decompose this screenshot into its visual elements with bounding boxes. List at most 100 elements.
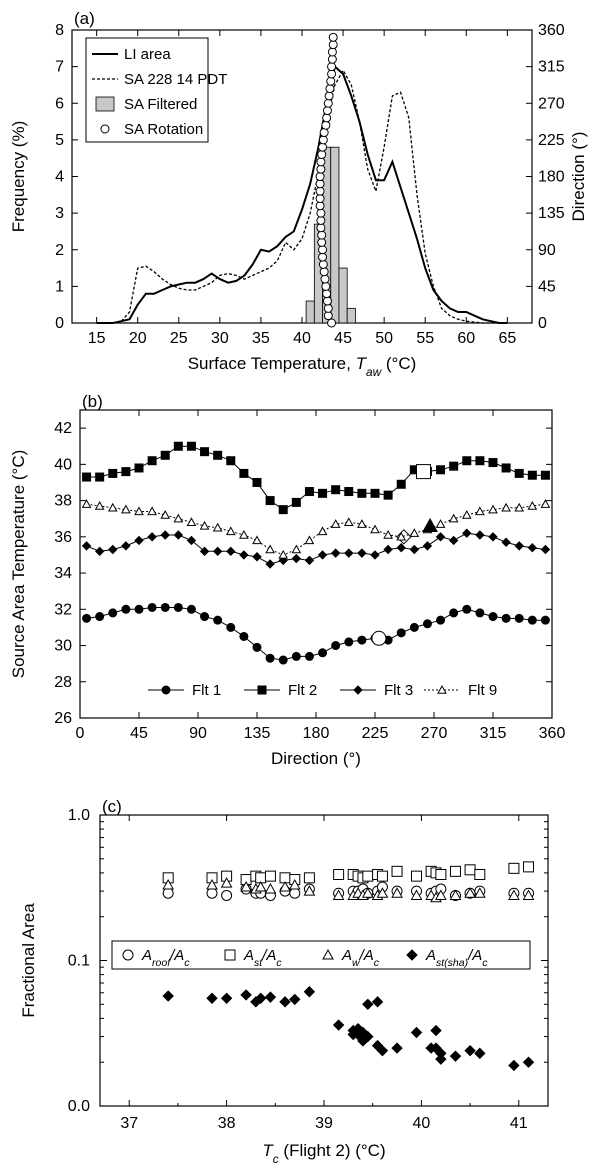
scatter-point	[303, 885, 316, 896]
series-point	[291, 497, 301, 507]
series-point	[449, 608, 459, 618]
panel-label: (b)	[82, 392, 103, 411]
panel-b: (b) 0 45 90 135 180 225 270 315 360 26 28 30 32 34 36 38…	[9, 392, 565, 768]
scatter-point	[206, 992, 218, 1004]
y-tick-label: 32	[54, 601, 72, 618]
rotation-point	[319, 267, 329, 277]
series-point	[225, 526, 236, 536]
x-tick-label: 35	[252, 330, 270, 347]
rotation-point	[322, 106, 332, 116]
scatter-point	[264, 882, 277, 894]
highlight-point	[416, 464, 432, 480]
series-point	[501, 537, 511, 547]
series-point	[81, 541, 92, 551]
rotation-point	[318, 142, 328, 152]
series-point	[200, 612, 210, 622]
series-point	[304, 535, 315, 545]
panel-c: (c) 37 38 39 40 41 0.0 0.1 1.0 Tc (Flight 2) (°C)…	[19, 797, 549, 1164]
scatter-point	[303, 872, 315, 884]
scatter-point	[508, 889, 520, 900]
series-point	[396, 531, 407, 541]
filtered-bar	[346, 307, 356, 324]
series-point	[396, 479, 406, 489]
x-tick-label: 30	[211, 330, 229, 347]
series-point	[252, 477, 262, 487]
scatter-point	[362, 870, 374, 882]
series-point	[409, 544, 420, 555]
series-point	[94, 546, 105, 557]
y-axis-label: Fractional Area	[19, 903, 38, 1018]
scatter-point	[162, 887, 174, 899]
y2-tick-label: 360	[538, 22, 565, 39]
rotation-point	[322, 113, 332, 123]
series-point	[514, 541, 524, 551]
series-point	[173, 530, 184, 540]
legend-swatch-marker	[122, 949, 134, 961]
scatter-point	[522, 1056, 535, 1068]
series-point	[304, 487, 314, 497]
rotation-point	[318, 245, 328, 255]
scatter-point	[391, 1042, 403, 1054]
rotation-point	[320, 274, 330, 284]
series-point	[147, 456, 157, 466]
series-point	[540, 499, 551, 508]
scatter-point	[264, 870, 276, 882]
series-point	[435, 532, 446, 542]
scatter-point	[362, 998, 374, 1011]
rotation-point	[315, 172, 325, 181]
series-point	[226, 622, 236, 632]
scatter-point	[464, 887, 476, 898]
rotation-point	[328, 40, 338, 50]
series-point	[82, 613, 92, 623]
series-point	[121, 541, 131, 551]
legend-entry: Flt 9	[468, 682, 497, 699]
y-axis-label: Frequency (%)	[9, 121, 28, 232]
series-point	[396, 628, 406, 638]
series-point	[448, 535, 459, 546]
series-point	[108, 608, 118, 618]
x-tick-label: 40	[412, 1115, 430, 1132]
rotation-point	[325, 84, 335, 94]
legend-entry: Aroof/Ac	[141, 947, 190, 969]
rotation-point	[321, 281, 331, 291]
scatter-point	[474, 1047, 486, 1060]
x-tick-label: 41	[510, 1115, 528, 1132]
legend-entry: LI area	[124, 46, 171, 63]
legend-swatch-marker	[257, 685, 267, 695]
series-point	[331, 485, 341, 495]
scatter-point	[464, 864, 476, 876]
x-axis-label: Tc (Flight 2) (°C)	[262, 1141, 385, 1164]
rotation-point	[318, 252, 328, 262]
x-tick-label: 37	[120, 1115, 138, 1132]
series-point	[475, 530, 485, 540]
legend-entry: SA Rotation	[124, 121, 203, 138]
panel-label: (a)	[74, 9, 95, 28]
rotation-point	[315, 186, 325, 196]
series-point	[344, 548, 354, 558]
scatter-point	[206, 887, 218, 899]
series-point	[186, 604, 196, 614]
series-point	[239, 529, 249, 539]
series-point	[436, 615, 446, 625]
series-point	[318, 648, 328, 658]
series-point	[173, 441, 183, 451]
legend-swatch-marker	[437, 684, 447, 694]
scatter-point	[279, 880, 291, 892]
series-point	[501, 613, 511, 623]
scatter-point	[411, 870, 423, 882]
series-point	[81, 499, 92, 508]
rotation-point	[327, 47, 337, 57]
series-point	[527, 615, 537, 625]
scatter-point	[435, 869, 447, 881]
rotation-point	[317, 230, 327, 240]
y-tick-label: 6	[55, 95, 64, 112]
scatter-point	[361, 887, 374, 898]
series-point	[173, 602, 183, 612]
x-tick-label: 15	[88, 330, 106, 347]
series-point	[160, 510, 171, 519]
rotation-point	[323, 303, 333, 313]
series-point	[252, 552, 262, 562]
series-point	[461, 510, 472, 519]
series-point	[514, 502, 525, 512]
series-point	[107, 502, 118, 512]
